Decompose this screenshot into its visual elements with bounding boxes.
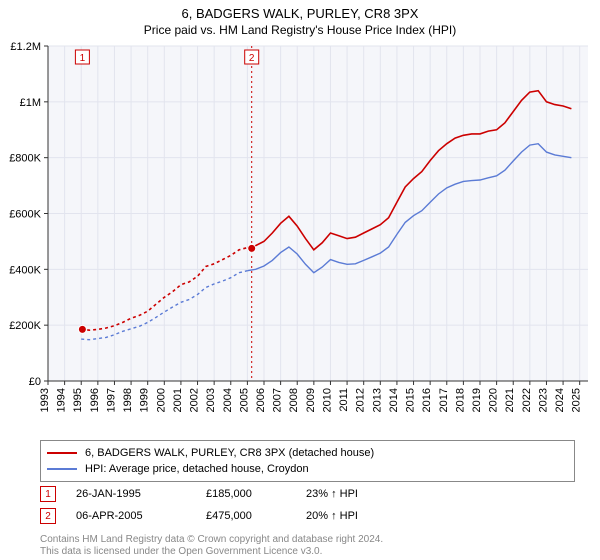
svg-text:2: 2 — [249, 53, 255, 64]
svg-text:2015: 2015 — [405, 388, 417, 412]
svg-text:2019: 2019 — [471, 388, 483, 412]
sale-date: 06-APR-2005 — [76, 510, 206, 522]
footnote: Contains HM Land Registry data © Crown c… — [40, 534, 383, 558]
legend-swatch — [47, 452, 77, 454]
svg-text:2013: 2013 — [371, 388, 383, 412]
chart-area: £0 £200K £400K £600K £800K £1M £1.2M 1993 1994 19… — [0, 40, 600, 435]
svg-text:£1.2M: £1.2M — [10, 41, 41, 53]
svg-text:2006: 2006 — [255, 388, 267, 412]
svg-text:2023: 2023 — [537, 388, 549, 412]
svg-text:2003: 2003 — [205, 388, 217, 412]
svg-text:2002: 2002 — [189, 388, 201, 412]
svg-text:1996: 1996 — [89, 388, 101, 412]
legend: 6, BADGERS WALK, PURLEY, CR8 3PX (detach… — [40, 440, 575, 482]
sale-price: £185,000 — [206, 488, 306, 500]
line-chart: £0 £200K £400K £600K £800K £1M £1.2M 1993 1994 19… — [0, 40, 600, 435]
legend-label: HPI: Average price, detached house, Croy… — [85, 463, 309, 475]
footnote-line: This data is licensed under the Open Gov… — [40, 546, 383, 558]
legend-item: HPI: Average price, detached house, Croy… — [47, 461, 568, 477]
svg-text:2017: 2017 — [438, 388, 450, 412]
svg-text:1999: 1999 — [139, 388, 151, 412]
svg-text:1995: 1995 — [72, 388, 84, 412]
sale-price: £475,000 — [206, 510, 306, 522]
svg-text:2018: 2018 — [454, 388, 466, 412]
svg-text:1994: 1994 — [56, 388, 68, 412]
svg-text:2005: 2005 — [238, 388, 250, 412]
svg-text:£1M: £1M — [20, 97, 41, 109]
svg-text:2022: 2022 — [521, 388, 533, 412]
svg-text:2011: 2011 — [338, 388, 350, 412]
svg-text:2004: 2004 — [222, 388, 234, 412]
svg-text:1993: 1993 — [39, 388, 51, 412]
svg-text:2009: 2009 — [305, 388, 317, 412]
svg-text:2001: 2001 — [172, 388, 184, 412]
chart-container: 6, BADGERS WALK, PURLEY, CR8 3PX Price p… — [0, 0, 600, 560]
svg-text:£200K: £200K — [9, 320, 41, 332]
legend-label: 6, BADGERS WALK, PURLEY, CR8 3PX (detach… — [85, 447, 374, 459]
svg-text:2010: 2010 — [321, 388, 333, 412]
page-title: 6, BADGERS WALK, PURLEY, CR8 3PX — [0, 0, 600, 21]
sale-hpi: 20% ↑ HPI — [306, 510, 406, 522]
sale-row: 1 26-JAN-1995 £185,000 23% ↑ HPI — [40, 486, 575, 502]
svg-text:2007: 2007 — [272, 388, 284, 412]
svg-text:1998: 1998 — [122, 388, 134, 412]
page-subtitle: Price paid vs. HM Land Registry's House … — [0, 21, 600, 41]
sale-hpi: 23% ↑ HPI — [306, 488, 406, 500]
svg-text:2016: 2016 — [421, 388, 433, 412]
legend-swatch — [47, 468, 77, 470]
footnote-line: Contains HM Land Registry data © Crown c… — [40, 534, 383, 546]
svg-text:£0: £0 — [29, 376, 41, 388]
svg-text:£800K: £800K — [9, 153, 41, 165]
svg-text:£600K: £600K — [9, 209, 41, 221]
svg-text:2000: 2000 — [155, 388, 167, 412]
legend-item: 6, BADGERS WALK, PURLEY, CR8 3PX (detach… — [47, 445, 568, 461]
svg-text:2025: 2025 — [571, 388, 583, 412]
sale-date: 26-JAN-1995 — [76, 488, 206, 500]
svg-text:2021: 2021 — [504, 388, 516, 412]
svg-text:2012: 2012 — [355, 388, 367, 412]
svg-text:1: 1 — [80, 53, 86, 64]
svg-text:2024: 2024 — [554, 388, 566, 412]
svg-text:2014: 2014 — [388, 388, 400, 412]
svg-text:£400K: £400K — [9, 264, 41, 276]
svg-text:2008: 2008 — [288, 388, 300, 412]
sale-marker: 1 — [40, 486, 56, 502]
svg-text:2020: 2020 — [488, 388, 500, 412]
sale-marker: 2 — [40, 508, 56, 524]
sale-row: 2 06-APR-2005 £475,000 20% ↑ HPI — [40, 508, 575, 524]
svg-text:1997: 1997 — [105, 388, 117, 412]
